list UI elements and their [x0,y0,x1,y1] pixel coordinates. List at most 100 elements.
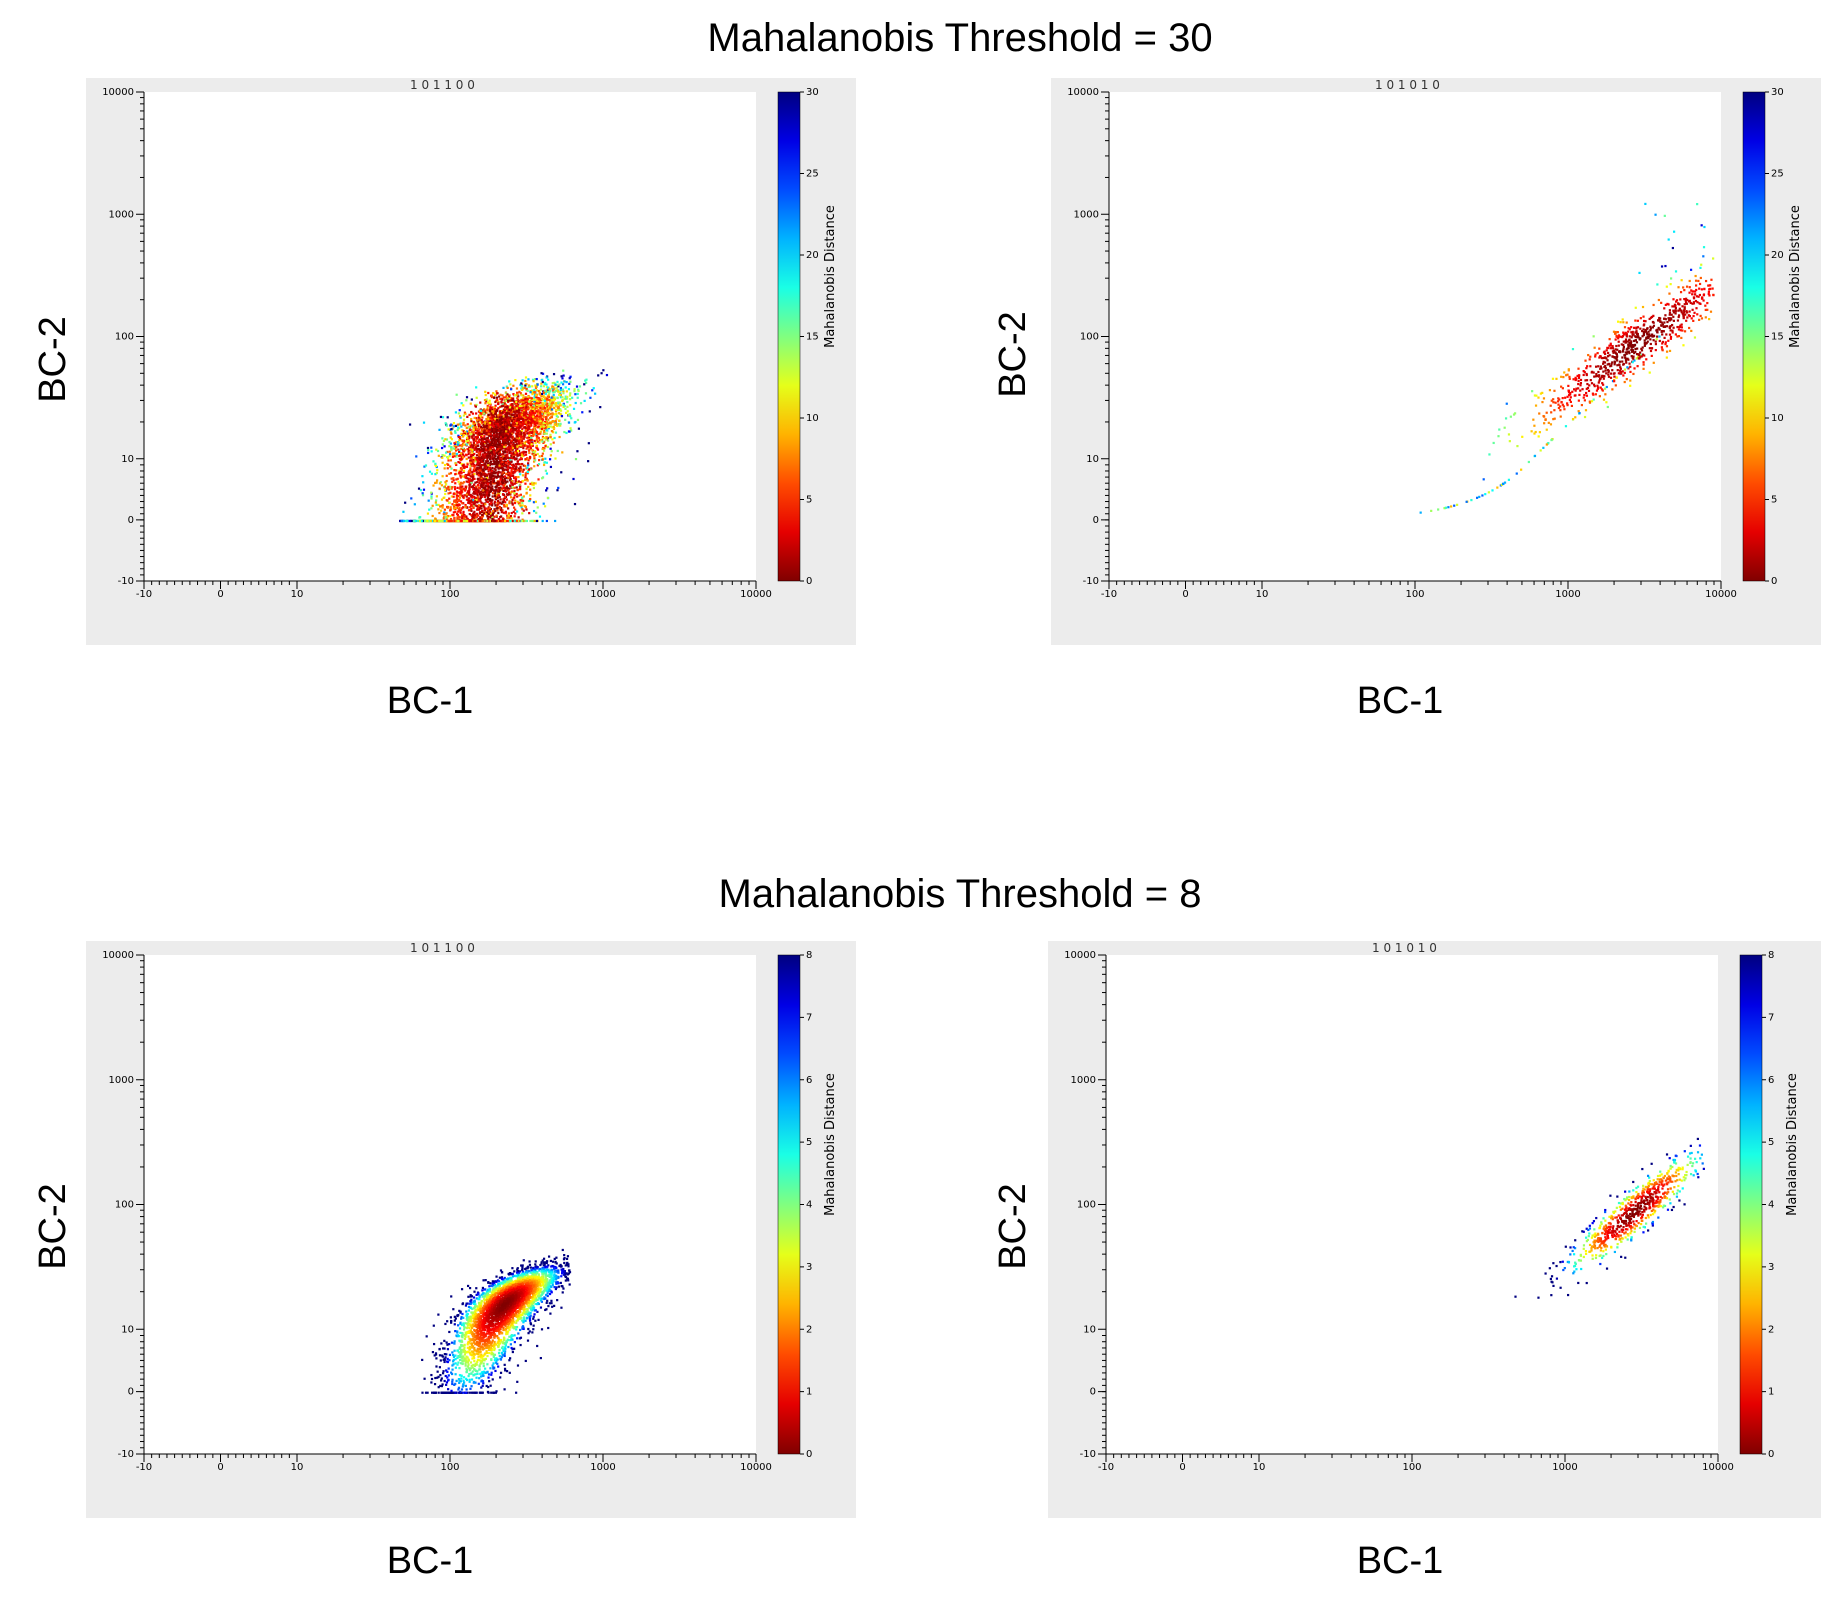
data-point [499,442,502,446]
data-point [540,372,543,375]
data-point [513,486,516,489]
data-point [446,416,449,419]
data-point [515,411,518,414]
data-point [438,482,442,485]
data-point [531,378,535,381]
data-point [497,507,500,510]
data-point [535,434,538,437]
data-point [536,439,539,442]
data-point [498,505,501,509]
data-point [494,504,497,507]
data-point [560,381,563,384]
data-point [495,439,498,442]
data-point [481,509,484,513]
data-point [533,410,536,413]
data-point [482,460,485,463]
data-point [447,492,450,495]
data-point [450,467,453,470]
data-point [527,441,530,445]
data-point [483,486,487,489]
data-point [541,519,544,523]
data-point [468,488,471,491]
data-point [508,438,511,441]
data-point [510,416,513,420]
data-point [562,405,565,409]
data-point [481,473,484,476]
data-point [492,472,495,475]
data-point [526,389,529,392]
data-point [491,406,494,409]
data-point [516,488,519,492]
data-point [499,453,502,456]
data-point [549,412,552,415]
data-point [544,457,547,460]
data-point [507,514,510,517]
data-point [487,483,490,486]
data-point [480,516,483,519]
data-point [530,415,533,419]
data-point [501,447,504,450]
data-point [499,498,502,501]
data-point [461,457,464,460]
data-point [536,448,540,451]
data-point [505,498,508,501]
data-point [505,438,509,441]
data-point [537,402,541,405]
data-point [569,404,572,407]
data-point [504,403,507,406]
data-point [567,421,571,424]
data-point [453,499,456,502]
scatter-chart: 1 0 1 1 0 0-10-1000101010010010001000100… [102,78,838,600]
data-point [406,519,409,523]
data-point [488,431,491,434]
data-point [517,467,520,470]
data-point [554,431,558,434]
data-point [503,408,506,412]
data-point [487,517,490,521]
data-point [509,434,512,438]
data-point [512,431,515,434]
data-point [569,380,572,383]
data-point [529,404,533,407]
data-point [498,483,501,486]
data-point [495,448,499,451]
data-point [458,469,461,472]
data-point [514,378,517,382]
data-point [480,510,483,514]
data-point [558,390,561,394]
data-point [438,511,441,515]
data-point [492,446,495,449]
data-point [400,519,403,523]
data-point [481,442,485,445]
data-point [492,430,495,433]
data-point [519,412,522,415]
data-point [489,456,492,459]
data-point [460,487,463,490]
data-point [524,472,527,475]
data-point [499,471,502,474]
data-point [524,505,527,508]
data-point [592,387,595,390]
data-point [587,460,590,463]
data-point [546,389,549,392]
data-point [540,427,543,430]
data-point [529,424,533,427]
data-point [446,455,449,459]
data-point [553,406,556,410]
data-point [497,450,500,453]
data-point [499,478,502,481]
data-point [529,468,532,471]
data-point [505,465,508,468]
data-point [496,446,499,449]
data-point [471,495,474,498]
data-point [487,391,490,395]
data-point [478,423,481,426]
data-point [508,487,511,490]
data-point [521,441,524,444]
data-point [458,509,462,512]
data-point [462,443,466,446]
x-tick-label: 100 [440,589,459,600]
data-point [531,442,534,445]
data-point [510,471,514,474]
data-point [535,395,538,399]
